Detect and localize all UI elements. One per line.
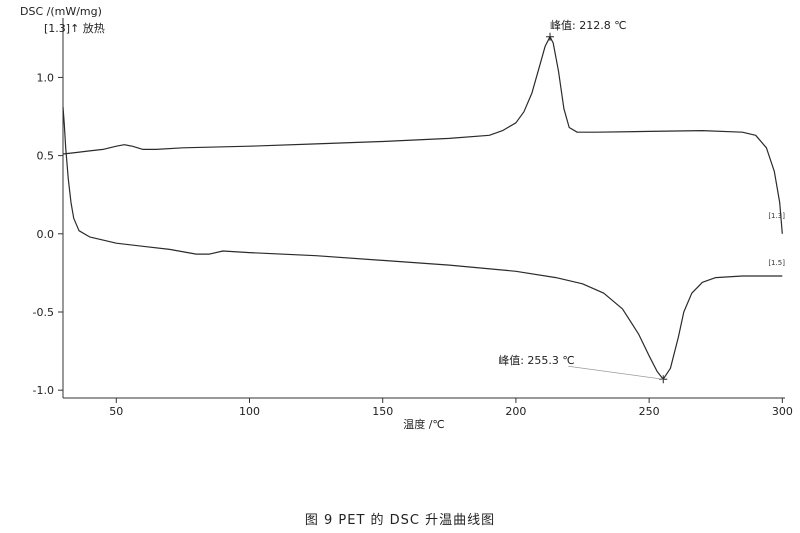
curve-end-label: [1.5] — [768, 259, 785, 267]
dsc-curve-2 — [62, 107, 783, 380]
y-tick-label: 0.0 — [37, 228, 55, 241]
dsc-curve-1 — [62, 36, 783, 234]
y-tick-label: -1.0 — [33, 384, 54, 397]
y-axis-label: DSC /(mW/mg) — [20, 5, 102, 18]
x-tick-label: 250 — [639, 405, 660, 418]
x-tick-label: 100 — [239, 405, 260, 418]
x-axis-label: 温度 /℃ — [403, 417, 445, 431]
peak-annotation: 峰值: 212.8 ℃ — [550, 19, 627, 32]
y-tick-label: 1.0 — [37, 71, 55, 84]
y-tick-label: -0.5 — [33, 306, 54, 319]
x-tick-label: 300 — [772, 405, 793, 418]
figure-caption: 图 9 PET 的 DSC 升温曲线图 — [304, 513, 496, 528]
y-tick-label: 0.5 — [37, 150, 55, 163]
x-tick-label: 150 — [372, 405, 393, 418]
peak-annotation: 峰值: 255.3 ℃ — [498, 354, 575, 367]
annotation-leader — [568, 365, 664, 380]
x-tick-label: 50 — [109, 405, 123, 418]
exotherm-marker: [1.3]↑ 放热 — [44, 22, 105, 35]
x-tick-label: 200 — [505, 405, 526, 418]
curve-end-label: [1.3] — [768, 212, 785, 220]
